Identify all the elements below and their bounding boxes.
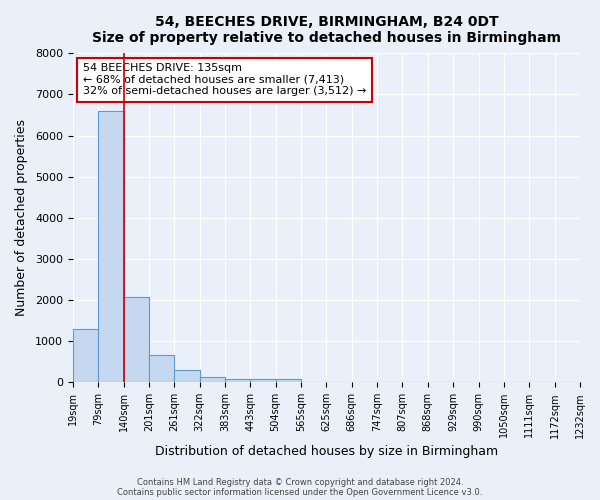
Bar — [200, 377, 225, 382]
Y-axis label: Number of detached properties: Number of detached properties — [15, 120, 28, 316]
Bar — [124, 297, 149, 382]
Text: 54 BEECHES DRIVE: 135sqm
← 68% of detached houses are smaller (7,413)
32% of sem: 54 BEECHES DRIVE: 135sqm ← 68% of detach… — [83, 63, 367, 96]
Bar — [73, 329, 98, 382]
Title: 54, BEECHES DRIVE, BIRMINGHAM, B24 0DT
Size of property relative to detached hou: 54, BEECHES DRIVE, BIRMINGHAM, B24 0DT S… — [92, 15, 561, 45]
X-axis label: Distribution of detached houses by size in Birmingham: Distribution of detached houses by size … — [155, 444, 498, 458]
Bar — [225, 378, 250, 382]
Bar — [98, 111, 124, 382]
Bar — [174, 370, 200, 382]
Bar — [149, 355, 174, 382]
Bar — [275, 379, 301, 382]
Text: Contains HM Land Registry data © Crown copyright and database right 2024.
Contai: Contains HM Land Registry data © Crown c… — [118, 478, 482, 497]
Bar — [250, 379, 275, 382]
